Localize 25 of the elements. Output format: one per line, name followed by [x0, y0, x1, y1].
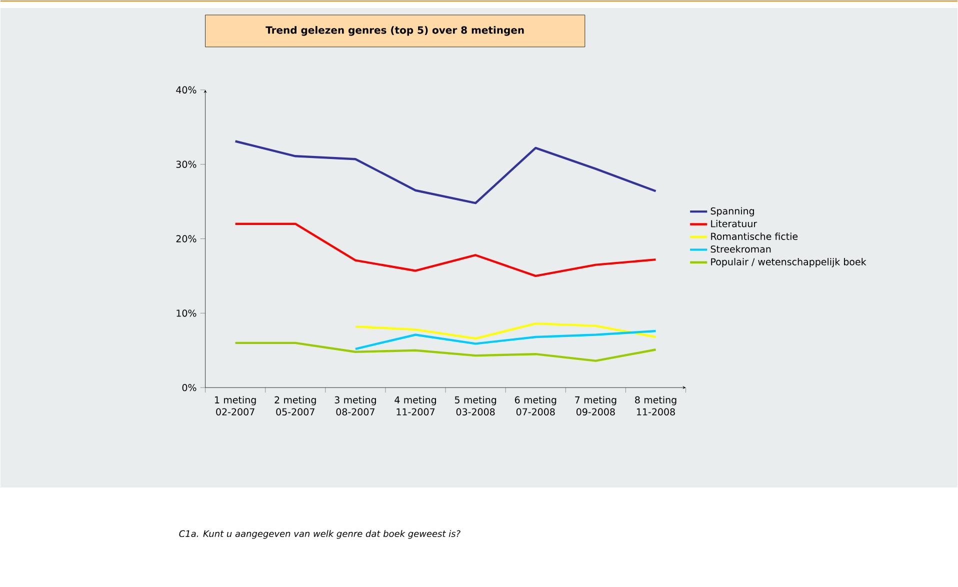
y-tick-label: 0%	[182, 384, 196, 391]
text: C1a. Kunt u aangegeven van welk genre dat boek geweest is?	[179, 530, 460, 539]
y-tick-label: 30%	[176, 160, 196, 168]
y-tick-label: 10%	[176, 309, 196, 317]
y-tick-label: 20%	[176, 234, 196, 242]
x-tick-label: 3 meting 08-2007	[334, 396, 376, 416]
legend-label: Romantische fictie	[711, 232, 798, 240]
x-tick-label: 4 meting 11-2007	[394, 396, 436, 416]
x-tick-label: 8 meting 11-2008	[635, 396, 676, 416]
line-series	[234, 342, 657, 362]
legend-label: Spanning	[710, 207, 754, 216]
x-tick-label: 5 meting 03-2008	[454, 396, 496, 416]
x-tick-label: 2 meting 05-2007	[274, 396, 316, 416]
line-series	[234, 222, 657, 277]
x-tick-label: 7 meting 09-2008	[575, 396, 616, 416]
y-tick-label: 40%	[176, 86, 196, 94]
legend-label: Literatuur	[711, 220, 758, 228]
line-series	[234, 140, 657, 204]
x-tick-label: 6 meting 07-2008	[514, 396, 556, 416]
line-series	[354, 322, 657, 340]
legend-label: Streekroman	[710, 245, 771, 252]
x-tick-label: 1 meting 02-2007	[215, 396, 256, 416]
chart-title: Trend gelezen genres (top 5) over 8 metingen	[266, 26, 524, 36]
line-series	[354, 330, 657, 350]
legend-label: Populair / wetenschappelijk boek	[711, 258, 866, 268]
